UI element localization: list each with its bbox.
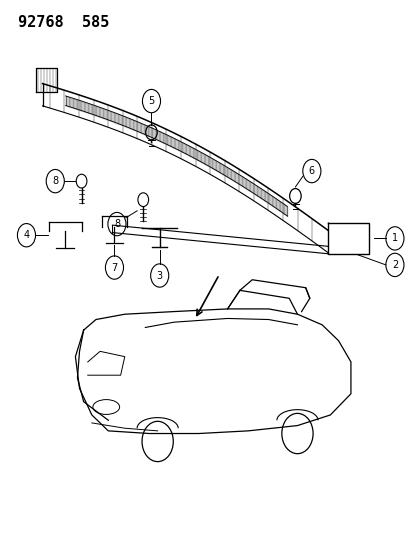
Text: 1: 1 bbox=[391, 233, 397, 244]
Text: 92768  585: 92768 585 bbox=[18, 14, 109, 30]
Text: 6: 6 bbox=[308, 166, 314, 176]
Text: 8: 8 bbox=[52, 176, 58, 186]
Ellipse shape bbox=[93, 400, 119, 415]
Text: 2: 2 bbox=[391, 260, 397, 270]
Text: 3: 3 bbox=[156, 271, 162, 280]
Text: 5: 5 bbox=[148, 96, 154, 106]
Bar bbox=[328, 223, 368, 254]
Text: 4: 4 bbox=[24, 230, 29, 240]
Text: 7: 7 bbox=[111, 263, 117, 272]
Text: 8: 8 bbox=[114, 219, 120, 229]
